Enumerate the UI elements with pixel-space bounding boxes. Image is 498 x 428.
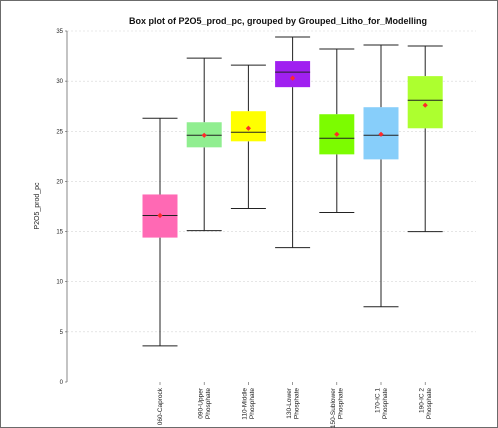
mean-marker — [290, 75, 296, 81]
y-tick-label: 30 — [56, 79, 63, 85]
chart-title: Box plot of P2O5_prod_pc, grouped by Gro… — [129, 16, 427, 26]
y-tick-label: 10 — [56, 280, 63, 286]
y-tick-label: 15 — [56, 230, 63, 236]
box-group — [319, 48, 355, 214]
box-group — [275, 36, 311, 249]
mean-marker — [157, 212, 163, 219]
mean-marker — [201, 132, 207, 138]
mean-marker — [378, 131, 384, 137]
y-tick-label: 5 — [60, 330, 64, 336]
mean-marker — [245, 125, 251, 131]
box-group — [407, 45, 443, 233]
x-tick-label: 190-IC 2Phosphate — [418, 388, 433, 419]
y-tick-label: 0 — [60, 380, 64, 386]
x-tick-label: 130-LowerPhosphate — [286, 387, 301, 419]
box-group — [186, 57, 222, 232]
y-axis-label: P2O5_prod_pc — [34, 182, 41, 230]
x-tick-label: 060-Caprock — [157, 387, 164, 425]
x-tick-label: 150-SublowerPhosphate — [330, 387, 345, 428]
x-tick-label: 170-IC 1Phosphate — [374, 388, 389, 419]
mean-marker — [422, 102, 428, 108]
y-tick-label: 20 — [56, 179, 63, 185]
box-group — [230, 64, 266, 210]
x-tick-label: 110-MiddlePhosphate — [242, 388, 257, 420]
x-tick-label: 090-UpperPhosphate — [197, 387, 212, 419]
iqr-box — [407, 76, 443, 129]
box-group — [363, 44, 399, 308]
y-tick-label: 25 — [56, 129, 63, 135]
iqr-box — [275, 61, 311, 88]
mean-marker — [334, 131, 340, 137]
y-tick-label: 35 — [56, 29, 63, 35]
box-group — [142, 117, 178, 347]
